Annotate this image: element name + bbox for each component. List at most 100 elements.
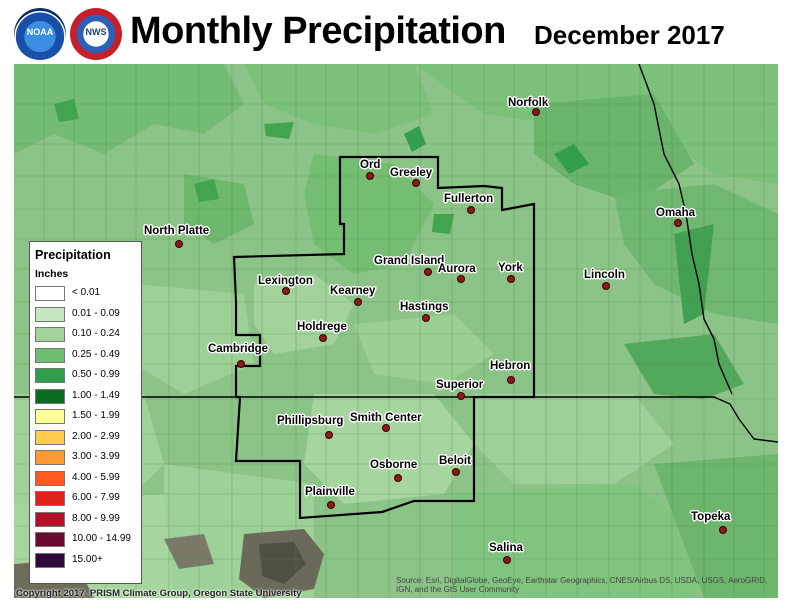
city-label-topeka: Topeka: [691, 511, 731, 523]
legend-row: 0.50 - 0.99: [35, 368, 139, 384]
legend-row: 6.00 - 7.99: [35, 491, 139, 507]
city-label-hastings: Hastings: [400, 301, 449, 313]
city-dot-lexington: [282, 287, 290, 295]
legend-swatch: [35, 450, 65, 465]
city-label-fullerton: Fullerton: [444, 193, 494, 205]
legend-swatch: [35, 388, 65, 404]
legend-units: Inches: [35, 268, 69, 280]
legend-label: 0.25 - 0.49: [72, 348, 120, 360]
copyright-text: Copyright 2017, PRISM Climate Group, Ore…: [16, 588, 302, 599]
city-dot-superior: [457, 392, 465, 400]
legend-title: Precipitation: [35, 248, 111, 262]
city-dot-grand-island: [424, 268, 432, 276]
legend-label: 2.00 - 2.99: [72, 430, 120, 442]
legend-row: 1.00 - 1.49: [35, 388, 139, 405]
legend-label: 10.00 - 14.99: [72, 533, 131, 544]
legend-label: 0.50 - 0.99: [72, 369, 120, 380]
city-label-north-platte: North Platte: [144, 225, 210, 237]
national-weather-service-logo: NWS: [70, 8, 122, 60]
legend-swatch: [35, 429, 65, 445]
legend-swatch: [35, 368, 65, 383]
city-dot-topeka: [719, 526, 727, 534]
city-dot-greeley: [412, 179, 420, 187]
city-label-omaha: Omaha: [656, 207, 695, 219]
city-label-norfolk: Norfolk: [508, 97, 549, 109]
legend-label: 8.00 - 9.99: [72, 512, 120, 524]
state-boundaries: [14, 64, 778, 443]
legend-label: 15.00+: [72, 553, 103, 565]
city-dot-phillipsburg: [325, 431, 333, 439]
legend-label: 0.01 - 0.09: [72, 307, 120, 319]
city-dot-aurora: [457, 275, 465, 283]
legend-row: 10.00 - 14.99: [35, 532, 139, 548]
legend-swatch: [35, 306, 65, 322]
header: NOAA NWS Monthly Precipitation December …: [0, 0, 792, 64]
legend-row: 0.10 - 0.24: [35, 327, 139, 343]
city-label-cambridge: Cambridge: [208, 343, 269, 355]
precipitation-legend: Precipitation Inches < 0.01 0.01 - 0.09 0.…: [29, 241, 142, 584]
city-label-grand-island: Grand Island: [374, 255, 445, 267]
city-dot-smith-center: [382, 424, 390, 432]
noaa-logo: NOAA: [14, 8, 66, 60]
city-dot-norfolk: [532, 108, 540, 116]
city-dot-omaha: [674, 219, 682, 227]
city-label-york: York: [498, 262, 523, 274]
city-dot-kearney: [354, 298, 362, 306]
city-dot-osborne: [394, 474, 402, 482]
city-label-holdrege: Holdrege: [297, 321, 347, 333]
city-label-phillipsburg: Phillipsburg: [277, 415, 344, 427]
city-label-aurora: Aurora: [438, 263, 476, 275]
city-label-lexington: Lexington: [258, 275, 313, 287]
legend-row: 8.00 - 9.99: [35, 511, 139, 528]
city-label-beloit: Beloit: [439, 455, 471, 467]
legend-label: 6.00 - 7.99: [72, 492, 120, 503]
city-label-osborne: Osborne: [370, 459, 418, 471]
legend-swatch: [35, 511, 65, 527]
legend-row: 0.01 - 0.09: [35, 306, 139, 323]
city-dot-salina: [503, 556, 511, 564]
city-label-salina: Salina: [489, 542, 523, 554]
city-dot-holdrege: [319, 334, 327, 342]
city-dot-lincoln: [602, 282, 610, 290]
city-dot-hastings: [422, 314, 430, 322]
legend-row: 4.00 - 5.99: [35, 470, 139, 487]
cwa-boundary: [232, 155, 536, 520]
city-dot-york: [507, 275, 515, 283]
city-label-smith-center: Smith Center: [350, 412, 422, 424]
city-dot-plainville: [327, 501, 335, 509]
legend-swatch: [35, 470, 65, 486]
county-grid: [14, 64, 778, 598]
map-graphic: [14, 64, 778, 598]
legend-label: < 0.01: [72, 287, 101, 298]
precipitation-map: Norfolk Ord Greeley Fullerton Omaha Nort…: [14, 64, 778, 598]
legend-label: 4.00 - 5.99: [72, 471, 120, 483]
legend-swatch: [35, 532, 65, 547]
city-label-superior: Superior: [436, 379, 484, 391]
city-label-greeley: Greeley: [390, 167, 433, 179]
city-label-ord: Ord: [360, 159, 381, 171]
city-dot-beloit: [452, 468, 460, 476]
legend-row: 2.00 - 2.99: [35, 429, 139, 446]
legend-label: 1.50 - 1.99: [72, 410, 120, 421]
legend-label: 0.10 - 0.24: [72, 328, 120, 339]
legend-label: 1.00 - 1.49: [72, 389, 120, 401]
legend-row: 1.50 - 1.99: [35, 409, 139, 425]
legend-swatch: [35, 491, 65, 506]
city-label-hebron: Hebron: [490, 360, 531, 372]
legend-row: < 0.01: [35, 286, 139, 302]
legend-row: 3.00 - 3.99: [35, 450, 139, 466]
city-dot-cambridge: [237, 360, 245, 368]
legend-swatch: [35, 347, 65, 363]
legend-label: 3.00 - 3.99: [72, 451, 120, 462]
legend-swatch: [35, 327, 65, 342]
city-label-lincoln: Lincoln: [584, 269, 625, 281]
city-dot-north-platte: [175, 240, 183, 248]
legend-row: 0.25 - 0.49: [35, 347, 139, 364]
source-attribution: Source: Esri, DigitalGlobe, GeoEye, Eart…: [396, 576, 768, 594]
legend-swatch: [35, 286, 65, 301]
legend-swatch: [35, 552, 65, 568]
city-dot-fullerton: [467, 206, 475, 214]
map-date: December 2017: [534, 20, 725, 50]
city-dot-ord: [366, 172, 374, 180]
city-dot-hebron: [507, 376, 515, 384]
